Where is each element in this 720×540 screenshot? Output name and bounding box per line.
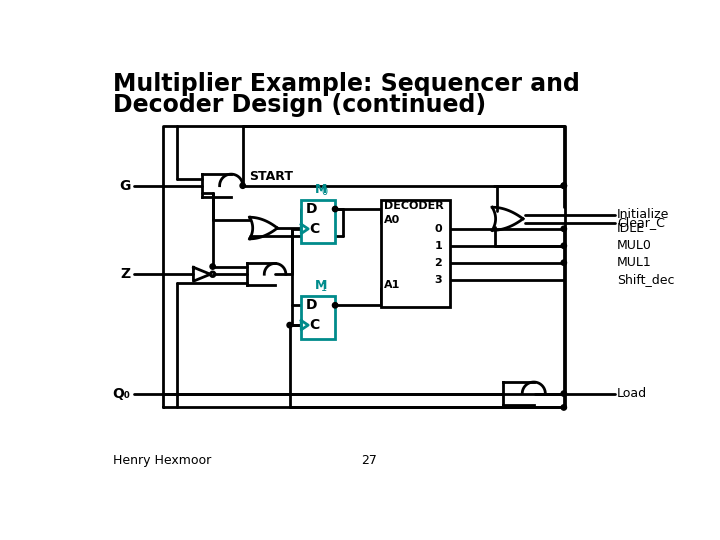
Text: A1: A1	[384, 280, 401, 290]
Text: M: M	[315, 279, 328, 292]
Text: C: C	[310, 222, 320, 236]
Circle shape	[210, 264, 215, 269]
Circle shape	[240, 183, 246, 188]
Circle shape	[561, 260, 567, 265]
Text: Henry Hexmoor: Henry Hexmoor	[113, 454, 212, 467]
Text: START: START	[249, 170, 293, 183]
Circle shape	[561, 391, 567, 396]
Text: IDLE: IDLE	[617, 222, 645, 235]
Text: DECODER: DECODER	[384, 201, 444, 211]
Text: A0: A0	[384, 215, 400, 225]
Text: D: D	[306, 202, 318, 216]
Text: C: C	[310, 318, 320, 332]
Text: Shift_dec: Shift_dec	[617, 273, 675, 286]
Circle shape	[333, 302, 338, 308]
Text: 0: 0	[321, 187, 328, 197]
Text: G: G	[119, 179, 130, 193]
Circle shape	[287, 322, 292, 328]
Text: 1: 1	[434, 241, 442, 251]
Text: D: D	[306, 298, 318, 312]
Text: Z: Z	[120, 267, 130, 281]
Text: Multiplier Example: Sequencer and: Multiplier Example: Sequencer and	[113, 72, 580, 97]
Text: Decoder Design (continued): Decoder Design (continued)	[113, 93, 487, 117]
Circle shape	[561, 183, 567, 188]
Text: Load: Load	[617, 387, 647, 400]
Text: Initialize: Initialize	[617, 208, 670, 221]
Text: MUL0: MUL0	[617, 239, 652, 252]
Bar	[301, 296, 335, 339]
Circle shape	[333, 206, 338, 212]
Text: 1: 1	[321, 284, 328, 294]
Text: Clear_C: Clear_C	[617, 216, 665, 229]
Text: Q₀: Q₀	[112, 387, 130, 401]
Text: 0: 0	[434, 224, 442, 234]
Text: M: M	[315, 183, 328, 195]
Text: 3: 3	[434, 275, 442, 285]
Bar	[381, 200, 450, 307]
Text: MUL1: MUL1	[617, 256, 652, 269]
Circle shape	[561, 243, 567, 248]
Text: 2: 2	[434, 258, 442, 268]
Text: 27: 27	[361, 454, 377, 467]
Circle shape	[561, 226, 567, 232]
Circle shape	[561, 183, 567, 188]
Circle shape	[561, 405, 567, 410]
Bar	[301, 200, 335, 242]
